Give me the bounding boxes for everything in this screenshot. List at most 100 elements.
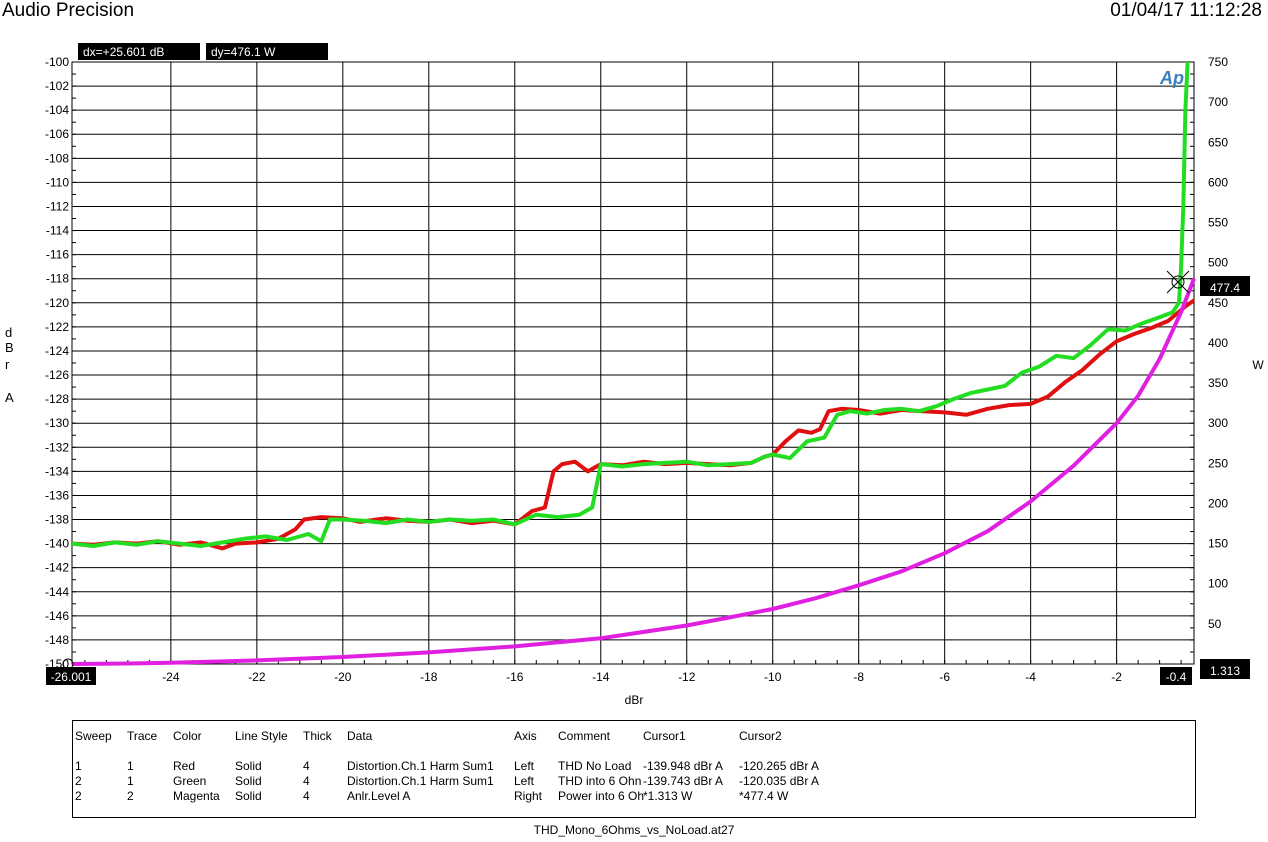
y2-tick-label: 450 bbox=[1208, 296, 1228, 310]
dx-readout-box bbox=[78, 43, 200, 60]
legend-cell: *477.4 W bbox=[739, 789, 789, 803]
legend-cell: Axis bbox=[514, 729, 537, 743]
cursor-1-x-label: -26.001 bbox=[51, 670, 92, 684]
dx-readout: dx=+25.601 dB bbox=[83, 45, 164, 59]
cursor-2-x-label: -0.4 bbox=[1166, 670, 1187, 684]
legend-cell: -139.948 dBr A bbox=[643, 759, 724, 773]
legend-cell: Distortion.Ch.1 Harm Sum1 bbox=[347, 774, 494, 788]
timestamp: 01/04/17 11:12:28 bbox=[1110, 0, 1262, 21]
cursor-1-right-value: 1.313 bbox=[1210, 664, 1240, 678]
cursor-1-marker[interactable] bbox=[62, 658, 74, 670]
plot-frame bbox=[71, 61, 1195, 665]
y-tick-label: -126 bbox=[45, 368, 69, 382]
y-tick-label: -100 bbox=[45, 55, 69, 69]
legend-cell: 2 bbox=[75, 774, 82, 788]
x-tick-label: -24 bbox=[162, 670, 180, 684]
y-tick-label: -122 bbox=[45, 320, 69, 334]
x-tick-label: -8 bbox=[853, 670, 864, 684]
legend-cell: Solid bbox=[235, 759, 262, 773]
y-tick-label: -106 bbox=[45, 127, 69, 141]
legend-cell: Sweep bbox=[75, 729, 112, 743]
legend-cell: 4 bbox=[303, 789, 310, 803]
legend-cell: Solid bbox=[235, 789, 262, 803]
cursor-1-x-label-box bbox=[46, 667, 96, 685]
legend-cell: 1 bbox=[127, 774, 134, 788]
legend-cell: Red bbox=[173, 759, 196, 773]
y-tick-label: -140 bbox=[45, 537, 69, 551]
y2-tick-label: 300 bbox=[1208, 416, 1228, 430]
legend-cell: Trace bbox=[127, 729, 158, 743]
y-tick-label: -116 bbox=[46, 248, 69, 262]
y2-tick-label: 350 bbox=[1208, 376, 1228, 390]
x-tick-label: -6 bbox=[939, 670, 950, 684]
legend-cell: Magenta bbox=[173, 789, 220, 803]
dy-readout: dy=476.1 W bbox=[211, 45, 276, 59]
legend-cell: 2 bbox=[127, 789, 134, 803]
x-tick-label: -12 bbox=[678, 670, 696, 684]
y-tick-label: -102 bbox=[45, 79, 69, 93]
legend-cell: *1.313 W bbox=[643, 789, 693, 803]
legend-cell: -139.743 dBr A bbox=[643, 774, 724, 788]
legend-row: 1 1 Red Solid 4 Distortion.Ch.1 Harm Sum1 Left… bbox=[73, 759, 1195, 774]
x-tick-label: -16 bbox=[506, 670, 524, 684]
legend-header-row: Sweep Trace Color Line Style Thick Data Axis Co… bbox=[73, 729, 1195, 744]
x-tick-label: -18 bbox=[420, 670, 438, 684]
legend-row: 2 1 Green Solid 4 Distortion.Ch.1 Harm Sum1 Le… bbox=[73, 774, 1195, 789]
legend-cell: Color bbox=[173, 729, 202, 743]
ap-logo: Ap bbox=[1159, 68, 1184, 88]
y2-tick-label: 500 bbox=[1208, 256, 1228, 270]
y2-tick-label: 100 bbox=[1208, 577, 1228, 591]
y-tick-label: -142 bbox=[45, 561, 69, 575]
y2-tick-label: 600 bbox=[1208, 175, 1228, 189]
legend-cell: 1 bbox=[75, 759, 82, 773]
legend-cell: Left bbox=[514, 774, 535, 788]
legend-cell: Cursor2 bbox=[739, 729, 782, 743]
cursor-2-marker[interactable] bbox=[1171, 275, 1185, 289]
left-axis-label-char: d bbox=[5, 325, 13, 340]
y-tick-label: -150 bbox=[45, 657, 69, 671]
legend-cell: Left bbox=[514, 759, 535, 773]
legend-cell: Cursor1 bbox=[643, 729, 686, 743]
left-axis-label-char: A bbox=[5, 390, 14, 405]
x-tick-label: -22 bbox=[248, 670, 266, 684]
y-tick-label: -104 bbox=[45, 103, 69, 117]
app-title: Audio Precision bbox=[2, 0, 135, 21]
y-tick-label: -114 bbox=[46, 224, 69, 238]
legend-cell: Comment bbox=[558, 729, 611, 743]
legend-cell: THD No Load bbox=[558, 759, 632, 773]
cursor-1-right-value-box bbox=[1200, 659, 1250, 679]
legend-cell: -120.035 dBr A bbox=[739, 774, 820, 788]
y2-tick-label: 250 bbox=[1208, 456, 1228, 470]
y2-tick-label: 200 bbox=[1208, 496, 1228, 510]
legend-cell: THD into 6 Ohn bbox=[558, 774, 642, 788]
y-tick-label: -144 bbox=[45, 585, 69, 599]
filename: THD_Mono_6Ohms_vs_NoLoad.at27 bbox=[533, 823, 735, 837]
y-tick-label: -134 bbox=[45, 464, 69, 478]
legend-cell: 1 bbox=[127, 759, 134, 773]
legend-cell: Green bbox=[173, 774, 207, 788]
legend-cell: 4 bbox=[303, 774, 310, 788]
series-line bbox=[71, 61, 1190, 548]
y-tick-label: -120 bbox=[45, 296, 69, 310]
legend-cell: Distortion.Ch.1 Harm Sum1 bbox=[347, 759, 494, 773]
y2-tick-label: 750 bbox=[1208, 55, 1228, 69]
series-line bbox=[71, 277, 1196, 666]
x-tick-label: -2 bbox=[1111, 670, 1122, 684]
legend-cell: Thick bbox=[303, 729, 332, 743]
legend-cell: Data bbox=[347, 729, 373, 743]
legend-cell: Power into 6 Oh bbox=[558, 789, 645, 803]
y2-tick-label: 700 bbox=[1208, 95, 1228, 109]
legend-cell: -120.265 dBr A bbox=[739, 759, 820, 773]
y-tick-label: -148 bbox=[45, 633, 69, 647]
chart: dx=+25.601 dB dy=476.1 W -26.001 -0.4 1.313 4… bbox=[45, 43, 1264, 707]
left-axis-label-char: r bbox=[5, 357, 10, 372]
y-tick-label: -118 bbox=[46, 272, 69, 286]
cursor-2-x-label-box bbox=[1160, 667, 1192, 685]
cursor-2-cross bbox=[1166, 270, 1190, 294]
y2-tick-label: 550 bbox=[1208, 216, 1228, 230]
y-tick-label: -110 bbox=[46, 175, 69, 189]
legend-cell: Anlr.Level A bbox=[347, 789, 411, 803]
y2-tick-label: 400 bbox=[1208, 336, 1228, 350]
cursor-2-right-value-box bbox=[1200, 276, 1250, 296]
legend-cell: Solid bbox=[235, 774, 262, 788]
